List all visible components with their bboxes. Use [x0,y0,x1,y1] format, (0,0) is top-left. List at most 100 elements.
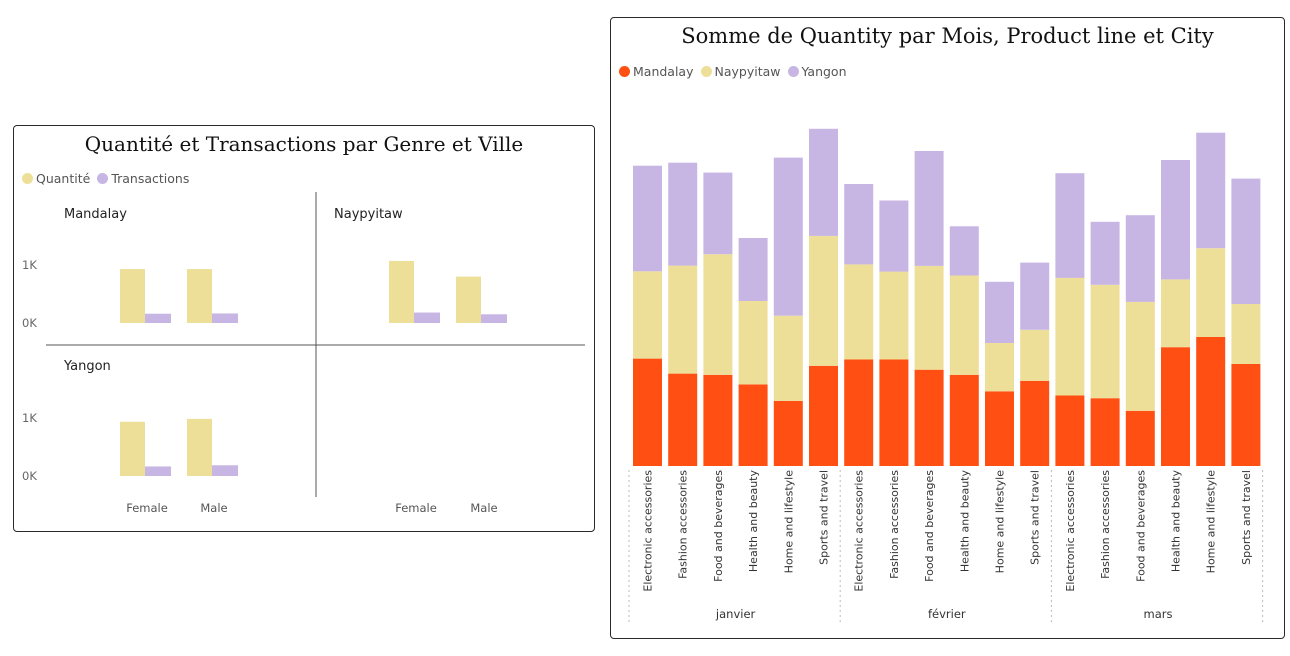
bar-segment-naypyitaw [1161,279,1190,348]
facet-title: Naypyitaw [334,207,403,222]
bar-segment-naypyitaw [809,235,838,366]
x-category-label: Male [470,501,497,515]
bar-segment-naypyitaw [1090,284,1120,399]
bar-segment-yangon [985,281,1014,343]
bar-segment-mandalay [1231,364,1261,466]
bar-segment-mandalay [949,374,979,466]
small-multiples-plot: Mandalay 1K 0K Naypyitaw Yangon 1K 0K Female Mal… [22,192,585,515]
x-category-label: Electronic accessories [853,470,866,592]
legend-label: Naypyitaw [714,64,781,79]
bar-segment-mandalay [773,400,803,466]
x-category-label: Home and lifestyle [994,470,1007,574]
bar-segment-naypyitaw [668,265,698,374]
x-month-label: février [928,607,966,621]
x-category-label: Female [126,501,168,515]
bar-segment-naypyitaw [1231,304,1261,364]
x-category-label: Sports and travel [1240,470,1253,565]
bar-segment-mandalay [1090,398,1120,466]
x-category-label: Sports and travel [1029,470,1042,565]
gender-city-chart-panel: Quantité et Transactions par Genre et Vi… [13,125,595,532]
x-category-label: Fashion accessories [888,470,901,579]
bar-segment-mandalay [633,358,662,466]
bar-segment-mandalay [844,359,874,466]
chart-title: Somme de Quantity par Mois, Product line… [681,24,1214,48]
x-category-label: Male [200,501,227,515]
legend-dot-icon [97,173,109,184]
legend-dot-icon [22,173,33,184]
bar-segment-yangon [633,165,662,272]
bar-segment-mandalay [703,374,733,466]
legend-item-yangon[interactable]: Yangon [787,64,847,79]
legend-item-mandalay[interactable]: Mandalay [619,64,694,79]
bar-transactions [481,314,507,323]
legend-label: Yangon [801,64,847,79]
x-category-label: Health and beauty [1170,470,1183,573]
bar-segment-mandalay [809,365,838,466]
bar-segment-mandalay [738,384,768,466]
bar-quantite [120,269,145,323]
bar-quantite [456,276,481,323]
bar-quantite [187,418,212,476]
bar-segment-naypyitaw [1125,301,1155,411]
bar-quantite [389,260,414,323]
quantity-by-month-chart-panel: Somme de Quantity par Mois, Product line… [610,17,1285,639]
bar-quantite [187,269,212,323]
bar-segment-naypyitaw [633,271,662,359]
bar-segment-mandalay [879,359,909,466]
legend-item-naypyitaw[interactable]: Naypyitaw [700,64,781,79]
x-category-label: Fashion accessories [1099,470,1112,579]
facet-title: Yangon [63,359,111,374]
legend-item-transactions[interactable]: Transactions [97,171,189,186]
chart-title: Quantité et Transactions par Genre et Vi… [84,132,524,156]
bar-segment-mandalay [1161,347,1190,466]
y-tick-label: 1K [22,411,37,425]
y-tick-label: 0K [22,316,37,330]
x-month-label: mars [1144,607,1173,621]
x-category-label: Food and beverages [1134,470,1147,582]
x-category-label: Home and lifestyle [782,470,795,574]
x-category-label: Fashion accessories [677,470,690,579]
legend-item-quantite[interactable]: Quantité [22,171,90,186]
legend-dot-icon [787,66,799,77]
bar-quantite [120,421,145,476]
stacked-bar-plot: Electronic accessories Fashion accessorie… [628,128,1264,623]
legend-label: Quantité [36,171,91,186]
y-tick-label: 0K [22,469,37,483]
bar-segment-naypyitaw [879,271,909,360]
x-month-label: janvier [715,607,756,621]
bar-segment-yangon [844,184,874,265]
y-tick-label: 1K [22,258,37,272]
bar-transactions [145,466,171,476]
bar-segment-yangon [738,238,768,301]
bar-segment-naypyitaw [1020,329,1050,381]
bar-segment-naypyitaw [844,264,874,360]
bar-segment-naypyitaw [1196,248,1226,337]
bar-segment-yangon [1055,173,1085,278]
x-category-label: Food and beverages [712,470,725,582]
bar-segment-yangon [1231,178,1261,304]
bar-segment-mandalay [1055,395,1085,466]
legend-dot-icon [700,66,712,77]
bar-transactions [212,465,238,476]
legend-label: Transactions [111,171,190,186]
bar-segment-yangon [809,128,838,236]
bar-segment-naypyitaw [773,315,803,401]
bar-segment-naypyitaw [738,301,768,385]
chart-legend: Quantité Transactions [22,171,196,186]
bar-segment-yangon [1161,160,1190,280]
x-category-label: Electronic accessories [1064,470,1077,592]
x-category-label: Electronic accessories [642,470,655,592]
x-category-label: Health and beauty [747,470,760,573]
legend-dot-icon [619,66,630,77]
bar-segment-yangon [1125,215,1155,302]
chart-legend: Mandalay Naypyitaw Yangon [619,64,854,79]
bar-segment-yangon [914,151,944,266]
x-category-label: Food and beverages [923,470,936,582]
bar-segment-yangon [1020,262,1050,330]
bar-segment-yangon [879,200,909,272]
bar-segment-naypyitaw [949,275,979,375]
bar-segment-naypyitaw [703,254,733,375]
bar-transactions [212,313,238,323]
bar-segment-mandalay [1020,380,1050,466]
bar-segment-naypyitaw [985,343,1014,392]
